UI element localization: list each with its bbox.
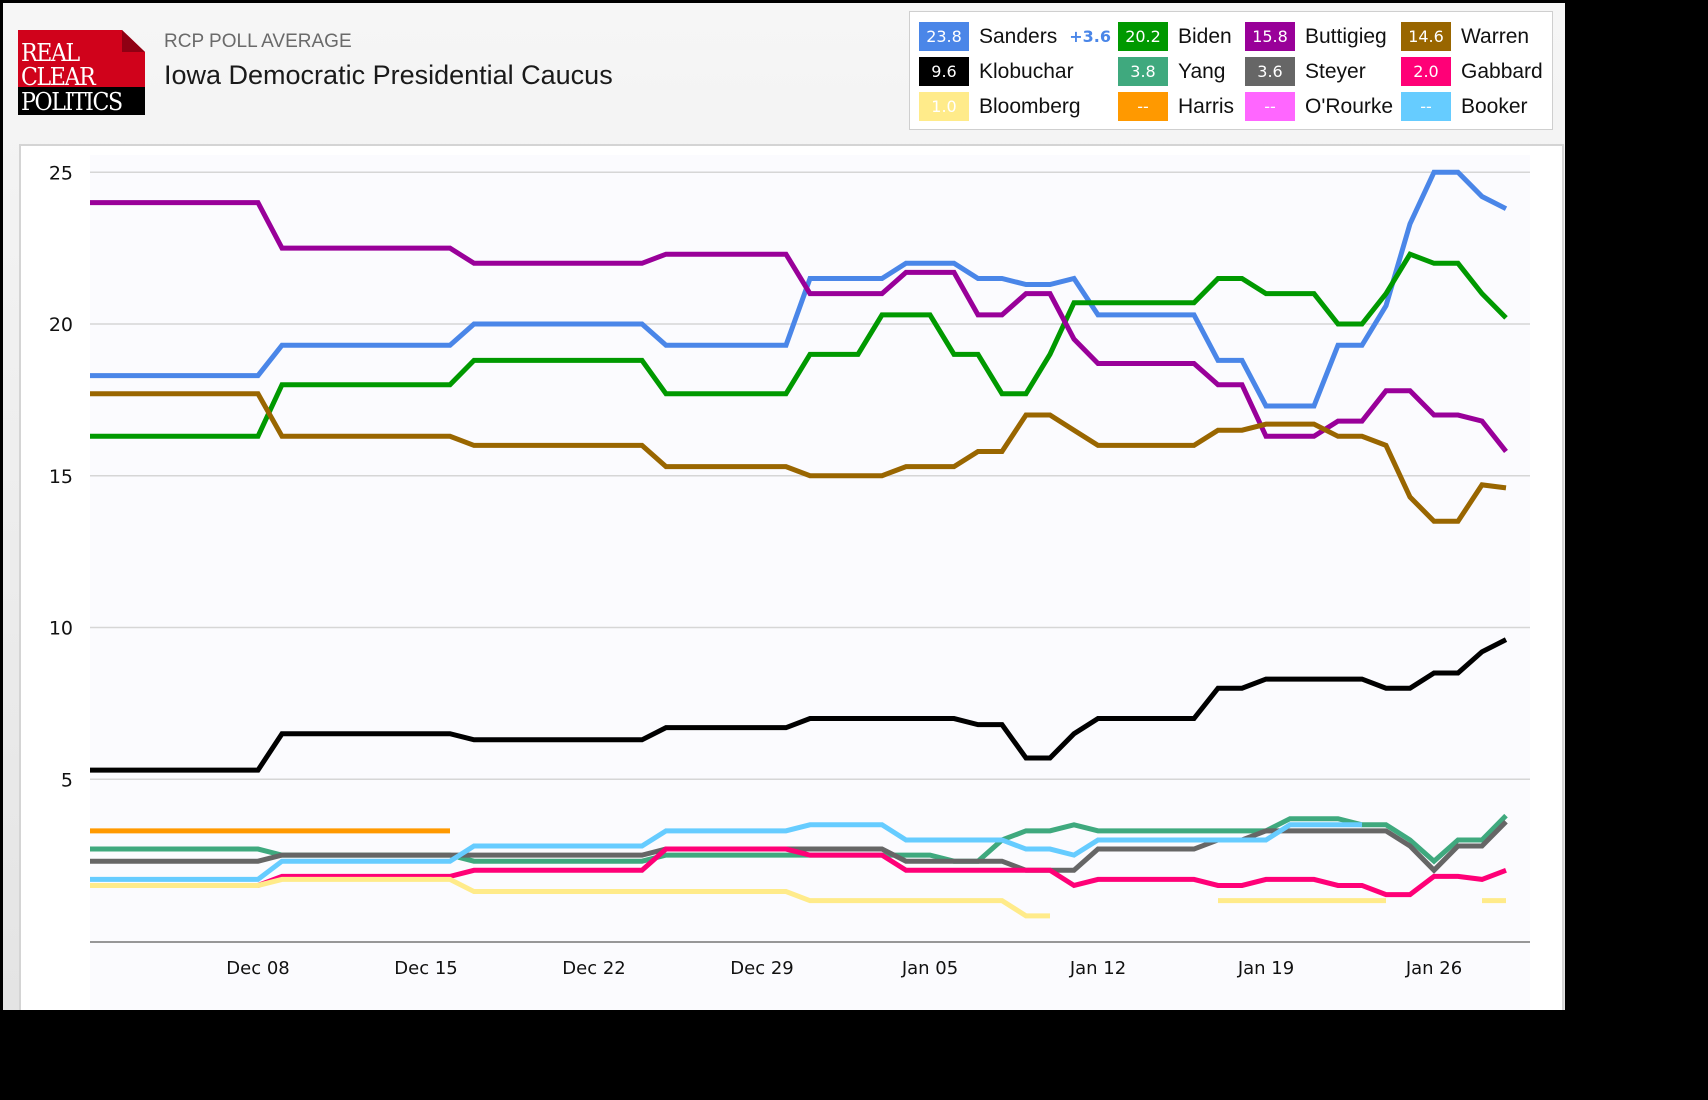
y-tick-label: 15 — [49, 466, 73, 488]
legend-item-klobuchar[interactable]: 9.6 Klobuchar — [919, 57, 1074, 86]
legend-swatch: 1.0 — [919, 92, 969, 121]
x-tick-label: Jan 12 — [1069, 958, 1126, 979]
x-tick-label: Jan 19 — [1237, 958, 1294, 979]
y-tick-label: 10 — [49, 618, 73, 640]
legend-item-orourke[interactable]: -- O'Rourke — [1245, 92, 1393, 121]
legend-label: Warren — [1461, 24, 1530, 48]
legend-swatch: 2.0 — [1401, 57, 1451, 86]
x-tick-label: Dec 29 — [730, 958, 793, 979]
chart-title: Iowa Democratic Presidential Caucus — [164, 60, 613, 90]
series-line-biden[interactable] — [90, 251, 1508, 439]
legend-label: Gabbard — [1461, 59, 1543, 83]
legend-item-yang[interactable]: 3.8 Yang — [1118, 57, 1226, 86]
legend-item-gabbard[interactable]: 2.0 Gabbard — [1401, 57, 1543, 86]
series-lines — [90, 169, 1508, 919]
legend-swatch: 20.2 — [1118, 22, 1168, 51]
legend-label: Biden — [1178, 24, 1232, 48]
x-tick-label: Jan 05 — [901, 958, 958, 979]
plot-area — [90, 155, 1530, 1010]
legend-item-steyer[interactable]: 3.6 Steyer — [1245, 57, 1366, 86]
logo-text-line1: REAL — [21, 39, 80, 67]
legend-item-bloomberg[interactable]: 1.0 Bloomberg — [919, 92, 1081, 121]
legend-label: Sanders — [979, 24, 1058, 48]
legend-spread: +3.6 — [1069, 27, 1111, 46]
legend-item-buttigieg[interactable]: 15.8 Buttigieg — [1245, 22, 1387, 51]
legend-swatch: 23.8 — [919, 22, 969, 51]
legend-label: Bloomberg — [979, 94, 1081, 118]
series-line-sanders[interactable] — [90, 169, 1508, 409]
y-tick-label: 20 — [49, 314, 73, 336]
y-tick-label: 25 — [49, 162, 73, 184]
x-tick-label: Dec 08 — [226, 958, 289, 979]
logo-text-line3: POLITICS — [21, 88, 123, 116]
chart-subtitle: RCP POLL AVERAGE — [164, 31, 352, 52]
series-line-klobuchar[interactable] — [90, 637, 1508, 773]
legend-swatch: -- — [1401, 92, 1451, 121]
x-axis: Dec 08 Dec 15 Dec 22 Dec 29 Jan 05 Jan 12 Jan … — [226, 958, 1462, 979]
legend-swatch: -- — [1245, 92, 1295, 121]
legend-swatch: 9.6 — [919, 57, 969, 86]
legend-label: Buttigieg — [1305, 24, 1387, 48]
line-chart: 5 10 15 20 25 Dec 08 Dec 15 Dec 22 Dec 29 Jan 05… — [48, 155, 1530, 1010]
legend: 23.8 Sanders +3.6 20.2 Biden 15.8 Buttig… — [909, 11, 1553, 130]
legend-swatch: 3.6 — [1245, 57, 1295, 86]
legend-label: O'Rourke — [1305, 94, 1394, 118]
legend-item-sanders[interactable]: 23.8 Sanders +3.6 — [919, 22, 1111, 51]
series-line-warren[interactable] — [90, 391, 1507, 524]
logo-black-block — [18, 87, 145, 115]
series-line-steyer[interactable] — [90, 819, 1508, 874]
series-line-gabbard[interactable] — [90, 846, 1507, 898]
y-axis: 5 10 15 20 25 — [49, 162, 73, 791]
x-tick-label: Dec 22 — [562, 958, 625, 979]
rcp-logo[interactable]: REAL CLEAR POLITICS — [18, 30, 145, 115]
x-tick-label: Jan 26 — [1405, 958, 1462, 979]
series-line-yang[interactable] — [90, 813, 1508, 865]
legend-label: Harris — [1178, 94, 1234, 118]
series-line-bloomberg[interactable] — [90, 876, 1050, 919]
legend-label: Booker — [1461, 94, 1528, 118]
legend-label: Yang — [1178, 59, 1226, 83]
legend-swatch: 14.6 — [1401, 22, 1451, 51]
legend-item-biden[interactable]: 20.2 Biden — [1118, 22, 1232, 51]
legend-swatch: 15.8 — [1245, 22, 1295, 51]
legend-swatch: -- — [1118, 92, 1168, 121]
legend-item-booker[interactable]: -- Booker — [1401, 92, 1528, 121]
legend-swatch: 3.8 — [1118, 57, 1168, 86]
logo-text-line2: CLEAR — [21, 63, 96, 91]
legend-item-harris[interactable]: -- Harris — [1118, 92, 1234, 121]
y-tick-label: 5 — [61, 769, 73, 791]
legend-item-warren[interactable]: 14.6 Warren — [1401, 22, 1529, 51]
legend-label: Klobuchar — [979, 59, 1074, 83]
legend-label: Steyer — [1305, 59, 1366, 83]
series-line-buttigieg[interactable] — [90, 200, 1508, 454]
series-line-booker[interactable] — [90, 822, 1362, 882]
x-tick-label: Dec 15 — [394, 958, 457, 979]
